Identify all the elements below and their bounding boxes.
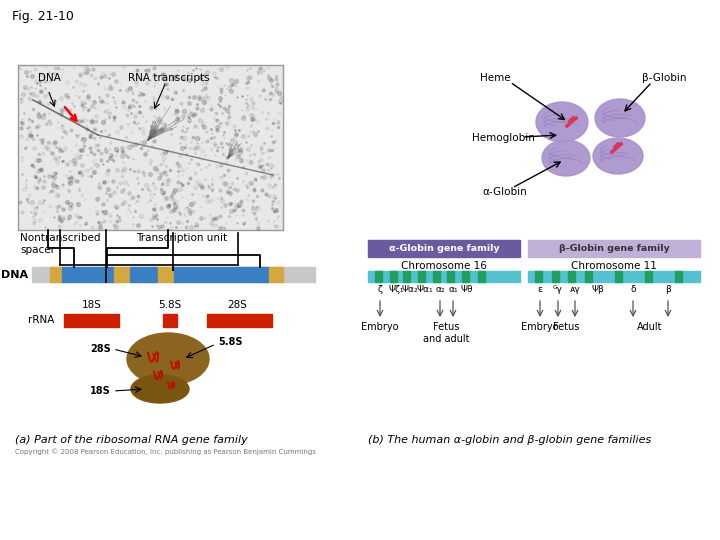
Text: Embryo: Embryo <box>361 322 399 332</box>
Ellipse shape <box>536 102 588 142</box>
Ellipse shape <box>127 333 209 385</box>
Text: Ψθ: Ψθ <box>461 285 473 294</box>
Bar <box>368 271 520 282</box>
Text: 28S: 28S <box>227 300 247 310</box>
Bar <box>552 271 559 282</box>
Text: 18S: 18S <box>82 300 102 310</box>
Text: β-Globin: β-Globin <box>642 73 686 83</box>
Text: ε: ε <box>538 285 542 294</box>
Text: ᴳγ: ᴳγ <box>553 285 563 294</box>
Bar <box>269 267 283 282</box>
Bar <box>528 240 700 257</box>
Bar <box>32 267 315 282</box>
Text: 28S: 28S <box>90 344 111 354</box>
Text: (a) Part of the ribosomal RNA gene family: (a) Part of the ribosomal RNA gene famil… <box>15 435 248 445</box>
Text: Chromosome 11: Chromosome 11 <box>571 261 657 271</box>
Bar <box>645 271 652 282</box>
Text: Fetus
and adult: Fetus and adult <box>423 322 469 343</box>
Ellipse shape <box>542 140 590 176</box>
Text: Nontranscribed
spacer: Nontranscribed spacer <box>20 233 101 255</box>
Bar <box>433 271 440 282</box>
Bar <box>462 271 469 282</box>
Text: Ψβ: Ψβ <box>592 285 604 294</box>
Bar <box>535 271 542 282</box>
Ellipse shape <box>593 138 643 174</box>
Text: 5.8S: 5.8S <box>158 300 181 310</box>
Text: Copyright © 2008 Pearson Education, Inc. publishing as Pearson Benjamin Cummings: Copyright © 2008 Pearson Education, Inc.… <box>15 448 316 455</box>
Bar <box>375 271 382 282</box>
Text: Ψζ₁: Ψζ₁ <box>388 285 404 294</box>
Bar <box>478 271 485 282</box>
Bar <box>418 271 425 282</box>
Text: Transcription unit: Transcription unit <box>136 233 227 243</box>
Text: ζ: ζ <box>377 285 382 294</box>
Text: 5.8S: 5.8S <box>218 337 243 347</box>
Bar <box>390 271 397 282</box>
Bar <box>528 271 700 282</box>
Ellipse shape <box>131 375 189 403</box>
Text: RNA transcripts: RNA transcripts <box>128 73 210 83</box>
Ellipse shape <box>595 99 645 137</box>
Text: β: β <box>665 285 671 294</box>
Bar <box>675 271 682 282</box>
Text: DNA: DNA <box>38 73 61 83</box>
Text: β-Globin gene family: β-Globin gene family <box>559 244 670 253</box>
Bar <box>130 267 158 282</box>
Bar <box>615 271 622 282</box>
Bar <box>114 267 130 282</box>
Text: Adult: Adult <box>637 322 662 332</box>
Bar <box>447 271 454 282</box>
Text: ᴀγ: ᴀγ <box>570 285 580 294</box>
Text: Hemoglobin: Hemoglobin <box>472 133 535 143</box>
Text: Fig. 21-10: Fig. 21-10 <box>12 10 74 23</box>
Text: DNA: DNA <box>1 269 28 280</box>
Bar <box>50 267 62 282</box>
Text: Heme: Heme <box>480 73 510 83</box>
FancyBboxPatch shape <box>18 65 283 230</box>
Text: α₂: α₂ <box>435 285 445 294</box>
Bar <box>158 267 174 282</box>
Bar <box>368 240 520 257</box>
Text: Embryo: Embryo <box>521 322 559 332</box>
Text: Ψα₁: Ψα₁ <box>417 285 433 294</box>
Text: α₁: α₁ <box>448 285 458 294</box>
Bar <box>64 314 119 327</box>
Bar <box>62 267 114 282</box>
Text: (b) The human α-globin and β-globin gene families: (b) The human α-globin and β-globin gene… <box>368 435 652 445</box>
Bar <box>403 271 410 282</box>
Text: Chromosome 16: Chromosome 16 <box>401 261 487 271</box>
Text: δ: δ <box>630 285 636 294</box>
Bar <box>568 271 575 282</box>
Bar <box>585 271 592 282</box>
Text: Fetus: Fetus <box>553 322 579 332</box>
Text: α-Globin: α-Globin <box>482 187 527 197</box>
Bar <box>207 314 272 327</box>
Text: 18S: 18S <box>90 386 111 396</box>
Bar <box>174 267 269 282</box>
Text: Ψα₂: Ψα₂ <box>402 285 418 294</box>
Text: α-Globin gene family: α-Globin gene family <box>389 244 499 253</box>
Bar <box>163 314 177 327</box>
Text: rRNA: rRNA <box>27 315 54 325</box>
